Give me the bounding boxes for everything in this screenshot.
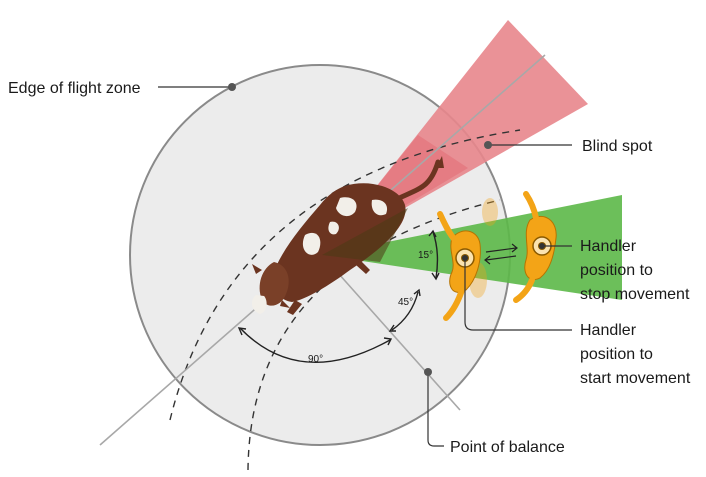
label-handler-stop: Handler position to stop movement [580, 238, 690, 303]
angle-45-marker [388, 288, 421, 332]
outer-dashed-arc [247, 199, 501, 471]
callout-dot-edge [228, 83, 236, 91]
callout-dot-handler-start [462, 255, 468, 261]
label-point-of-balance: Point of balance [450, 439, 565, 456]
angle-15-label: 15° [418, 250, 433, 261]
label-handler-stop-line1: Handler [580, 238, 637, 255]
cow-vision-dark [322, 208, 408, 262]
inner-dashed-arc [169, 129, 521, 421]
handler-movement-arrows [484, 243, 518, 265]
callout-dot-blind-spot [484, 141, 492, 149]
callout-dot-balance [424, 368, 432, 376]
angle-90-label: 90° [308, 354, 323, 365]
angle-15-marker [428, 229, 440, 281]
callout-line-handler-start [464, 258, 572, 331]
label-handler-stop-line2: position to [580, 262, 653, 279]
label-handler-start: Handler position to start movement [580, 322, 691, 387]
label-handler-start-line3: start movement [580, 370, 691, 387]
label-handler-stop-line3: stop movement [580, 286, 690, 303]
angle-45-label: 45° [398, 297, 413, 308]
label-handler-start-line2: position to [580, 346, 653, 363]
callout-line-balance [427, 372, 444, 447]
label-edge-of-flight-zone: Edge of flight zone [8, 80, 141, 97]
callout-dot-handler-stop [539, 243, 545, 249]
cow-icon [251, 156, 444, 315]
label-handler-start-line1: Handler [580, 322, 637, 339]
balance-line [321, 254, 461, 411]
angle-90-marker [237, 327, 393, 363]
label-blind-spot: Blind spot [582, 138, 653, 155]
